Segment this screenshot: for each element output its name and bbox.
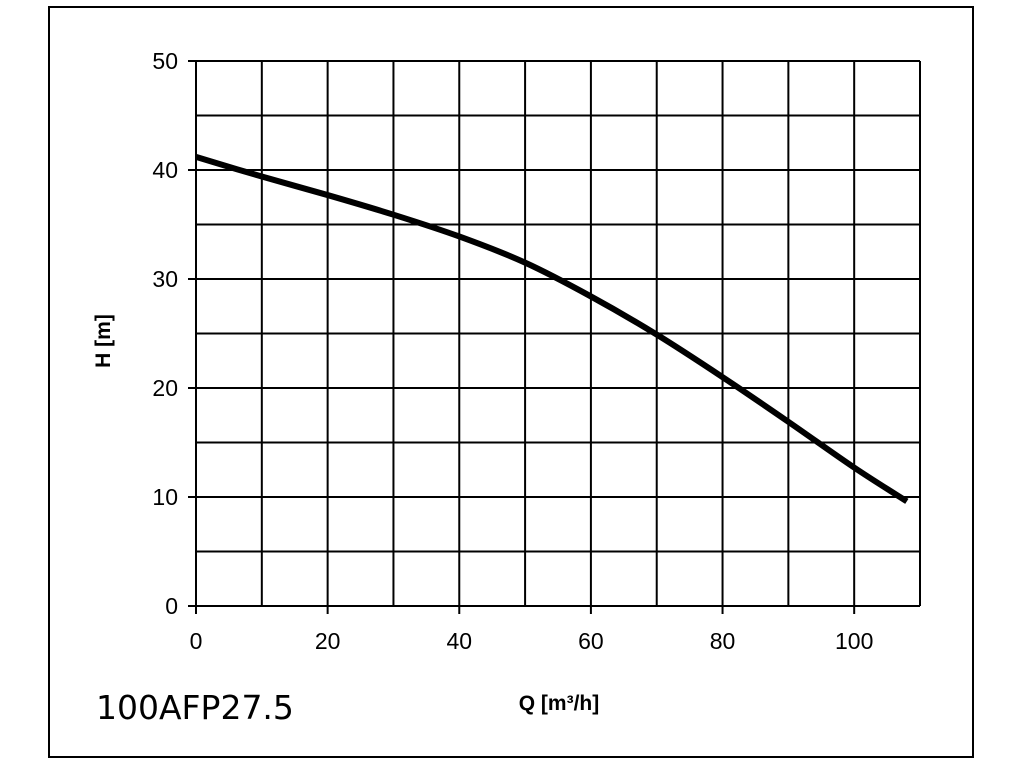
y-axis-label: H [m] [92, 314, 115, 368]
grid [188, 60, 921, 614]
chart-frame: 0 20 40 60 80 100 0 10 20 30 40 50 Q [m³/h] H [m] … [48, 6, 974, 758]
y-tick-label: 40 [152, 157, 178, 183]
y-tick-label: 30 [152, 266, 178, 292]
x-tick-label: 40 [446, 628, 472, 654]
y-tick-label: 10 [152, 484, 178, 510]
x-tick-label: 20 [315, 628, 341, 654]
y-tick-label: 20 [152, 375, 178, 401]
x-tick-label: 80 [710, 628, 736, 654]
y-tick-labels: 0 10 20 30 40 50 [152, 48, 178, 619]
x-tick-labels: 0 20 40 60 80 100 [190, 628, 874, 654]
model-label: 100AFP27.5 [96, 688, 294, 727]
y-tick-label: 50 [152, 48, 178, 74]
x-axis-label: Q [m³/h] [519, 692, 599, 715]
x-tick-label: 0 [190, 628, 203, 654]
y-tick-label: 0 [165, 593, 178, 619]
x-tick-label: 60 [578, 628, 604, 654]
x-tick-label: 100 [835, 628, 873, 654]
head-curve [195, 154, 909, 504]
